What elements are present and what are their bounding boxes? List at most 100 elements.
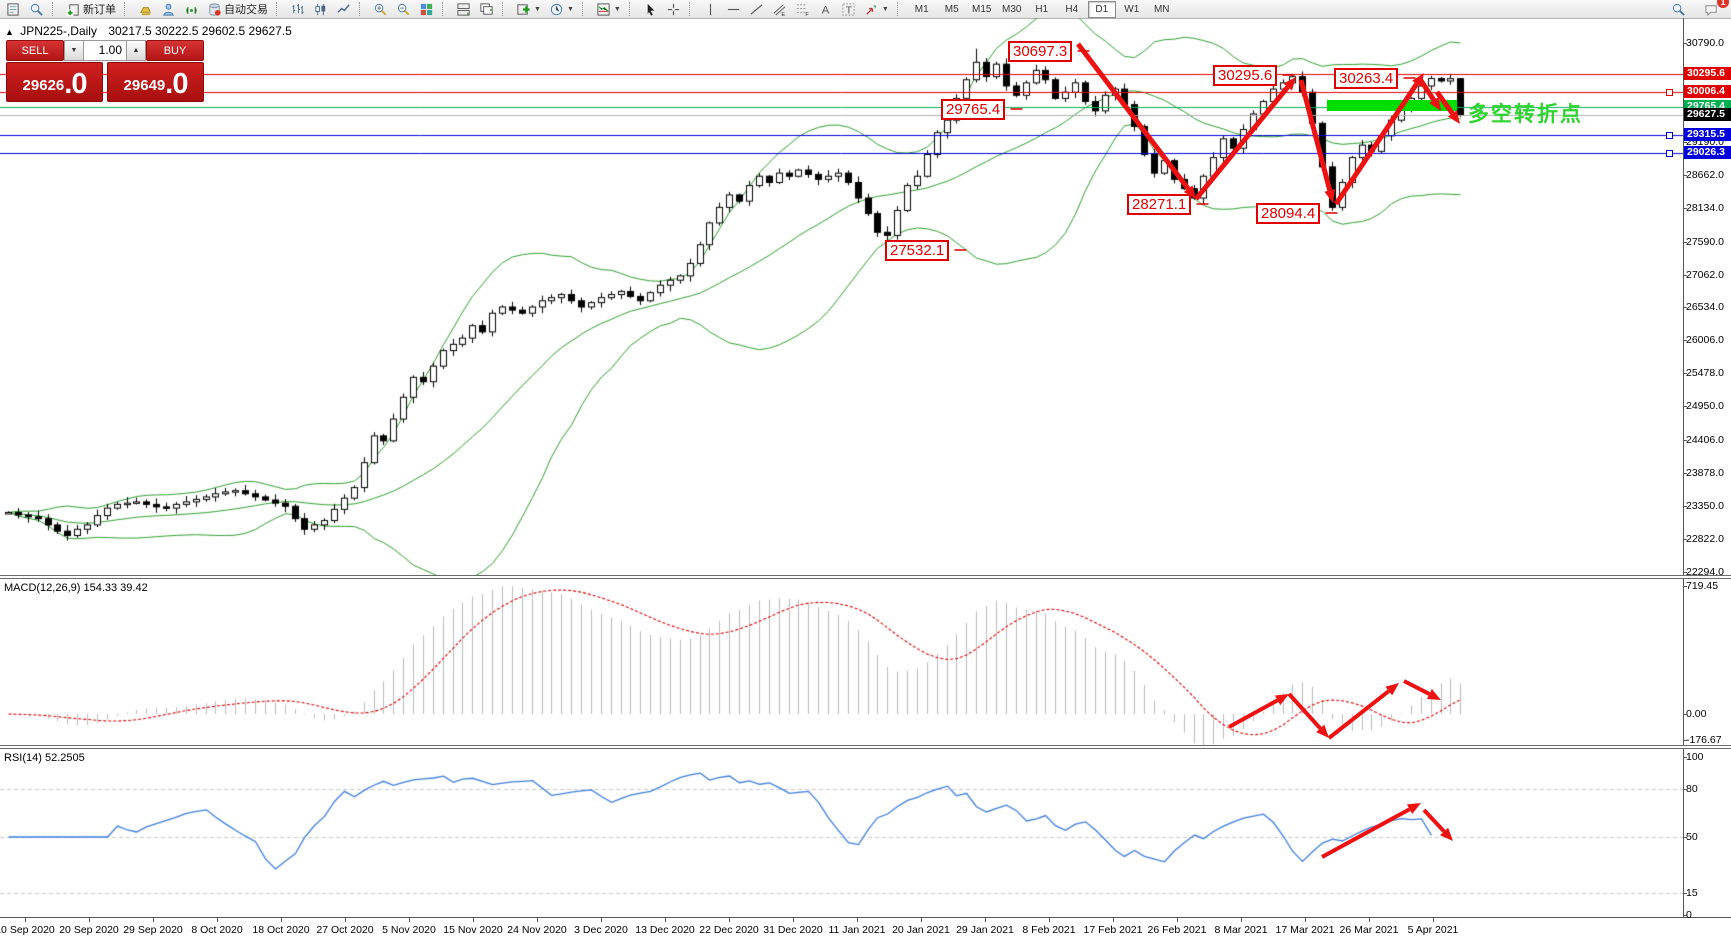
crosshair-tool-button[interactable] <box>662 0 685 18</box>
svg-text:T: T <box>846 5 853 16</box>
date-tick-mark <box>793 918 794 922</box>
timeframe-m15-button[interactable]: M15 <box>972 3 992 15</box>
rsi-tick-mark <box>1683 789 1687 790</box>
period-selector-button[interactable]: ▼ <box>545 0 578 18</box>
channel-tool-button[interactable]: E <box>768 0 791 18</box>
timeframe-d1-button[interactable]: D1 <box>1087 0 1116 18</box>
chart-profiles-button[interactable] <box>25 0 48 18</box>
price-callout-label[interactable]: 30295.6 <box>1213 65 1278 86</box>
macd-indicator-pane[interactable] <box>0 578 1683 745</box>
date-tick-mark <box>153 918 154 922</box>
macd-axis-label: 719.45 <box>1686 580 1719 592</box>
buy-button[interactable]: BUY <box>146 40 204 61</box>
timeframe-h1-button[interactable]: H1 <box>1035 3 1049 15</box>
pane-splitter[interactable] <box>0 575 1731 579</box>
time-axis-line <box>0 917 1731 918</box>
notifications-button[interactable]: 1 <box>1700 0 1729 18</box>
volume-increase-button[interactable]: ▲ <box>126 40 146 61</box>
new-order-icon <box>66 2 81 17</box>
new-chart-button[interactable] <box>2 0 25 18</box>
toolbar-separator <box>688 2 695 16</box>
rsi-indicator-pane[interactable] <box>0 748 1683 917</box>
market-watch-button[interactable] <box>134 0 157 18</box>
text-tool-button[interactable]: A <box>814 0 837 18</box>
date-tick-mark <box>345 918 346 922</box>
price-callout-label[interactable]: 28271.1 <box>1127 194 1192 215</box>
turning-point-annotation[interactable]: 多空转折点 <box>1468 103 1583 126</box>
trendline-tool-button[interactable] <box>745 0 768 18</box>
line-selection-handle[interactable] <box>1666 150 1673 157</box>
line-chart-button[interactable] <box>332 0 355 18</box>
arrange-windows-button[interactable] <box>452 0 475 18</box>
collapse-panel-icon[interactable]: ▲ <box>5 27 14 37</box>
candlestick-chart-button[interactable] <box>309 0 332 18</box>
date-tick-mark <box>281 918 282 922</box>
volume-input[interactable]: 1.00 <box>84 40 126 61</box>
signals-button[interactable] <box>180 0 203 18</box>
price-tick-mark <box>1683 440 1687 441</box>
sell-button[interactable]: SELL <box>6 40 64 61</box>
fibonacci-tool-button[interactable]: F <box>791 0 814 18</box>
price-callout-label[interactable]: 30263.4 <box>1334 68 1399 89</box>
horizontal-line-tool-button[interactable] <box>722 0 745 18</box>
price-tick-mark <box>1683 373 1687 374</box>
svg-text:E: E <box>781 12 785 17</box>
buy-price-button[interactable]: 29649 .0 <box>107 62 204 102</box>
timeframe-h4-button[interactable]: H4 <box>1065 3 1079 15</box>
rsi-tick-mark <box>1683 757 1687 758</box>
contacts-button[interactable] <box>157 0 180 18</box>
date-tick-mark <box>1177 918 1178 922</box>
price-callout-label[interactable]: 28094.4 <box>1256 203 1321 224</box>
zoom-in-button[interactable] <box>369 0 392 18</box>
line-selection-handle[interactable] <box>1666 132 1673 139</box>
search-button[interactable] <box>1667 0 1690 18</box>
templates-button[interactable]: ▼ <box>592 0 625 18</box>
date-label: 27 Oct 2020 <box>316 924 374 936</box>
date-tick-mark <box>25 918 26 922</box>
timeframe-m1-button[interactable]: M1 <box>914 3 929 15</box>
cascade-windows-button[interactable] <box>475 0 498 18</box>
bar-chart-icon <box>290 2 305 17</box>
price-callout-label[interactable]: 30697.3 <box>1008 41 1073 62</box>
macd-label: MACD(12,26,9) 154.33 39.42 <box>4 582 148 594</box>
price-tick-mark <box>1683 406 1687 407</box>
timeframe-m30-button[interactable]: M30 <box>1002 3 1022 15</box>
date-tick-mark <box>921 918 922 922</box>
svg-text:F: F <box>805 12 809 17</box>
price-callout-label[interactable]: 29765.4 <box>941 99 1006 120</box>
volume-decrease-button[interactable]: ▼ <box>64 40 84 61</box>
date-tick-mark <box>1433 918 1434 922</box>
cursor-tool-button[interactable] <box>639 0 662 18</box>
timeframe-m5-button[interactable]: M5 <box>944 3 959 15</box>
zoom-out-button[interactable] <box>392 0 415 18</box>
label-tool-button[interactable]: T <box>837 0 860 18</box>
auto-trading-button[interactable]: 自动交易 <box>203 0 272 18</box>
text-tool-icon: A <box>818 2 833 17</box>
price-tick-label: 27590.0 <box>1686 236 1724 248</box>
price-callout-label[interactable]: 27532.1 <box>885 240 950 261</box>
add-chart-icon <box>516 2 531 17</box>
add-chart-button[interactable]: ▼ <box>512 0 545 18</box>
line-selection-handle[interactable] <box>1666 89 1673 96</box>
arrows-tool-button[interactable]: ▼ <box>860 0 893 18</box>
date-tick-mark <box>1369 918 1370 922</box>
vertical-line-tool-button[interactable] <box>699 0 722 18</box>
date-tick-mark <box>1305 918 1306 922</box>
bar-chart-button[interactable] <box>286 0 309 18</box>
pane-splitter[interactable] <box>0 745 1731 749</box>
line-chart-icon <box>336 2 351 17</box>
macd-tick-mark <box>1683 586 1687 587</box>
sell-price-button[interactable]: 29626 .0 <box>6 62 103 102</box>
price-tick-mark <box>1683 175 1687 176</box>
period-selector-icon <box>549 2 564 17</box>
timeframe-mn-button[interactable]: MN <box>1153 3 1170 15</box>
date-tick-mark <box>89 918 90 922</box>
one-click-trade-panel: SELL ▼ 1.00 ▲ BUY 29626 .0 29649 .0 <box>6 40 204 102</box>
date-label: 29 Jan 2021 <box>956 924 1014 936</box>
new-order-button[interactable]: 新订单 <box>62 0 120 18</box>
price-tick-label: 26534.0 <box>1686 301 1724 313</box>
support-zone-bar[interactable] <box>1327 100 1457 111</box>
tile-windows-button[interactable] <box>415 0 438 18</box>
timeframe-w1-button[interactable]: W1 <box>1124 3 1140 15</box>
rsi-axis-label: 50 <box>1686 831 1698 843</box>
